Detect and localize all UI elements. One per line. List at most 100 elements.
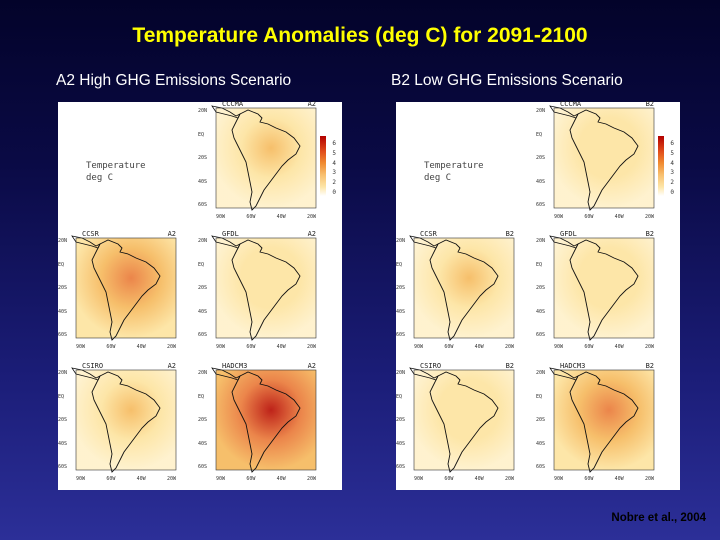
- map-frame: [553, 237, 655, 339]
- lon-tick: 60W: [106, 344, 116, 350]
- anomaly-field: [554, 108, 654, 208]
- lon-ticks: 90W 60W 40W 20W: [554, 214, 654, 220]
- scenario-label: B2: [645, 230, 654, 238]
- central-america-outline: [211, 235, 241, 249]
- lat-tick: 60S: [58, 464, 68, 470]
- model-label: GFDL: [560, 230, 577, 238]
- map-frame: [75, 237, 177, 339]
- lat-tick: 40S: [198, 178, 208, 185]
- lat-tick: 20N: [536, 108, 546, 114]
- panel-heading-b2: B2 Low GHG Emissions Scenario: [391, 72, 623, 89]
- lat-tick: 20N: [198, 370, 208, 376]
- lon-tick: 90W: [554, 344, 564, 350]
- lon-tick: 20W: [504, 344, 514, 350]
- map-cccma: CCCMA A2 20N EQ 20S 40S 60S 90W 60W 40W 20W: [198, 100, 318, 220]
- lat-tick: 40S: [536, 440, 546, 447]
- map-plot: [549, 367, 655, 473]
- lat-ticks: 20N EQ 20S 40S 60S: [198, 370, 214, 470]
- panel-heading-a2: A2 High GHG Emissions Scenario: [56, 72, 292, 89]
- central-america-outline: [549, 235, 579, 249]
- colorbar-tick: 0: [332, 188, 336, 196]
- lon-ticks: 90W 60W 40W 20W: [216, 344, 316, 350]
- lon-tick: 20W: [644, 344, 654, 350]
- lon-ticks: 90W 60W 40W 20W: [216, 214, 316, 220]
- south-america-outline: [429, 239, 499, 341]
- lat-tick: 20S: [536, 285, 546, 291]
- model-label: CCSR: [420, 230, 437, 238]
- lon-tick: 40W: [136, 344, 146, 350]
- lon-tick: 60W: [444, 344, 454, 350]
- anomaly-field: [414, 238, 514, 338]
- colorbar-tick: 2: [332, 179, 336, 187]
- anomaly-field: [216, 238, 316, 338]
- lon-tick: 60W: [584, 344, 594, 350]
- lon-tick: 40W: [276, 214, 286, 220]
- lon-ticks: 90W 60W 40W 20W: [554, 344, 654, 350]
- slide-title: Temperature Anomalies (deg C) for 2091-2…: [132, 24, 588, 47]
- lat-ticks: 20N EQ 20S 40S 60S: [536, 238, 552, 338]
- anomaly-field: [554, 238, 654, 338]
- lat-tick: 20N: [536, 370, 546, 376]
- lat-tick: 20S: [396, 285, 406, 291]
- lat-tick: 20S: [58, 285, 68, 291]
- lat-tick: EQ: [198, 261, 205, 268]
- central-america-outline: [211, 105, 241, 119]
- lon-ticks: 90W 60W 40W 20W: [216, 476, 316, 482]
- map-frame: [215, 107, 317, 209]
- lat-tick: 60S: [198, 464, 208, 470]
- legend-title: Temperature: [424, 161, 484, 171]
- central-america-outline: [409, 367, 439, 381]
- model-label: HADCM3: [560, 362, 586, 370]
- anomaly-field: [216, 370, 316, 470]
- lat-ticks: 20N EQ 20S 40S 60S: [58, 370, 74, 470]
- lat-tick: 20N: [396, 238, 406, 244]
- south-america-outline: [231, 239, 301, 341]
- lon-tick: 40W: [474, 344, 484, 350]
- map-frame: [553, 107, 655, 209]
- lon-tick: 60W: [584, 214, 594, 220]
- lon-tick: 60W: [444, 476, 454, 482]
- colorbar-tick: 3: [332, 169, 336, 177]
- model-label: CSIRO: [420, 362, 442, 370]
- lon-tick: 90W: [76, 344, 86, 350]
- lon-tick: 20W: [166, 344, 176, 350]
- lat-ticks: 20N EQ 20S 40S 60S: [58, 238, 74, 338]
- south-america-outline: [569, 371, 639, 473]
- scenario-label: B2: [505, 362, 514, 370]
- lat-tick: 20S: [198, 155, 208, 161]
- map-plot: [409, 235, 515, 341]
- lat-tick: 40S: [58, 308, 68, 315]
- map-plot: [409, 367, 515, 473]
- colorbar: [658, 136, 664, 196]
- lat-tick: 40S: [396, 308, 406, 315]
- lat-tick: 60S: [198, 332, 208, 338]
- lon-tick: 90W: [216, 344, 226, 350]
- lon-tick: 20W: [306, 344, 316, 350]
- map-hadcm3: HADCM3 A2 20N EQ 20S 40S 60S 90W 60W 40W 20W: [198, 362, 318, 482]
- colorbar-tick: 0: [670, 188, 674, 196]
- lat-tick: 40S: [198, 308, 208, 315]
- lat-tick: EQ: [58, 393, 65, 400]
- lon-tick: 20W: [306, 214, 316, 220]
- scenario-label: A2: [167, 230, 176, 238]
- model-label: CCCMA: [560, 100, 582, 108]
- lon-tick: 40W: [614, 214, 624, 220]
- lat-tick: 60S: [536, 202, 546, 208]
- central-america-outline: [549, 367, 579, 381]
- south-america-outline: [569, 239, 639, 341]
- map-frame: [413, 369, 515, 471]
- lat-tick: 20S: [198, 285, 208, 291]
- map-frame: [215, 237, 317, 339]
- scenario-label: B2: [645, 362, 654, 370]
- lat-tick: 20N: [58, 238, 68, 244]
- lon-tick: 90W: [554, 214, 564, 220]
- lon-tick: 20W: [166, 476, 176, 482]
- lat-ticks: 20N EQ 20S 40S 60S: [536, 370, 552, 470]
- lon-ticks: 90W 60W 40W 20W: [76, 344, 176, 350]
- lat-tick: 60S: [198, 202, 208, 208]
- lat-tick: 60S: [396, 332, 406, 338]
- anomaly-field: [554, 370, 654, 470]
- scenario-label: B2: [645, 100, 654, 108]
- citation: Nobre et al., 2004: [611, 512, 706, 524]
- lat-tick: EQ: [396, 393, 403, 400]
